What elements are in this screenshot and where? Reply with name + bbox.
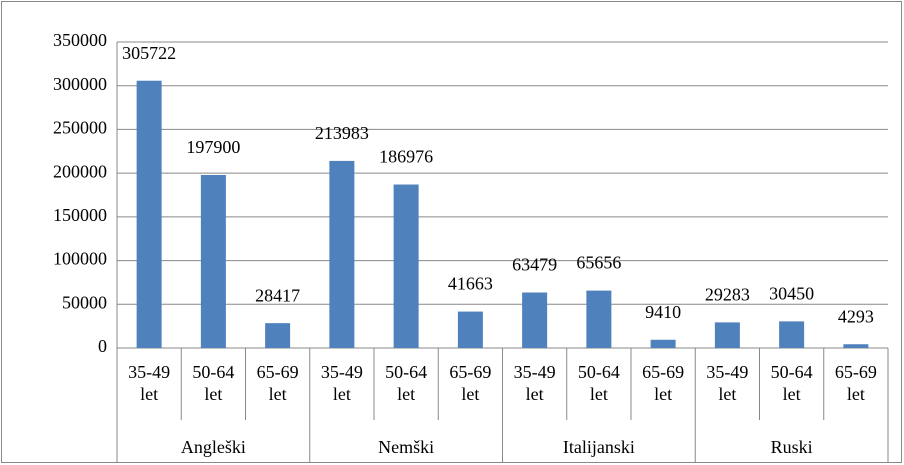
group-label: Angleški bbox=[180, 437, 246, 457]
bar bbox=[714, 322, 740, 348]
x-tick-label: 50-64 let bbox=[385, 362, 428, 404]
y-tick-label: 350000 bbox=[53, 30, 107, 50]
group-label: Ruski bbox=[770, 437, 813, 457]
x-tick-label: 35-49 let bbox=[320, 362, 363, 404]
value-label: 4293 bbox=[838, 306, 874, 326]
bar bbox=[393, 184, 419, 348]
bar bbox=[329, 160, 355, 348]
y-tick-label: 150000 bbox=[53, 205, 107, 225]
value-label: 41663 bbox=[448, 274, 493, 294]
x-tick-label: 35-49 let bbox=[513, 362, 556, 404]
bar bbox=[586, 290, 612, 348]
value-label: 30450 bbox=[769, 284, 814, 304]
y-tick-label: 200000 bbox=[53, 161, 107, 181]
group-label: Nemški bbox=[378, 437, 435, 457]
value-label: 28417 bbox=[255, 285, 300, 305]
value-label: 65656 bbox=[576, 253, 621, 273]
y-tick-label: 50000 bbox=[62, 292, 107, 312]
bar bbox=[136, 80, 162, 349]
x-tick-label: 50-64 let bbox=[770, 362, 813, 404]
value-label: 63479 bbox=[512, 255, 557, 275]
bar bbox=[265, 323, 291, 348]
value-label: 197900 bbox=[186, 137, 240, 157]
value-label: 305722 bbox=[122, 43, 176, 63]
value-label: 9410 bbox=[645, 302, 681, 322]
bar bbox=[457, 311, 483, 348]
bar bbox=[779, 321, 805, 348]
y-tick-label: 250000 bbox=[53, 118, 107, 138]
x-tick-label: 50-64 let bbox=[192, 362, 235, 404]
x-tick-label: 50-64 let bbox=[577, 362, 620, 404]
x-tick-label: 65-69 let bbox=[834, 362, 877, 404]
x-tick-label: 65-69 let bbox=[449, 362, 492, 404]
bar bbox=[650, 339, 676, 348]
x-tick-label: 35-49 let bbox=[128, 362, 171, 404]
value-label: 29283 bbox=[705, 285, 750, 305]
x-tick-label: 65-69 let bbox=[642, 362, 685, 404]
bar bbox=[200, 174, 226, 348]
y-tick-label: 300000 bbox=[53, 74, 107, 94]
x-tick-label: 65-69 let bbox=[256, 362, 299, 404]
x-tick-label: 35-49 let bbox=[706, 362, 749, 404]
group-label: Italijanski bbox=[562, 437, 635, 457]
bar bbox=[522, 292, 548, 348]
bar bbox=[843, 344, 869, 348]
value-label: 186976 bbox=[379, 147, 433, 167]
value-label: 213983 bbox=[315, 123, 369, 143]
y-tick-label: 100000 bbox=[53, 249, 107, 269]
y-tick-label: 0 bbox=[98, 336, 107, 356]
